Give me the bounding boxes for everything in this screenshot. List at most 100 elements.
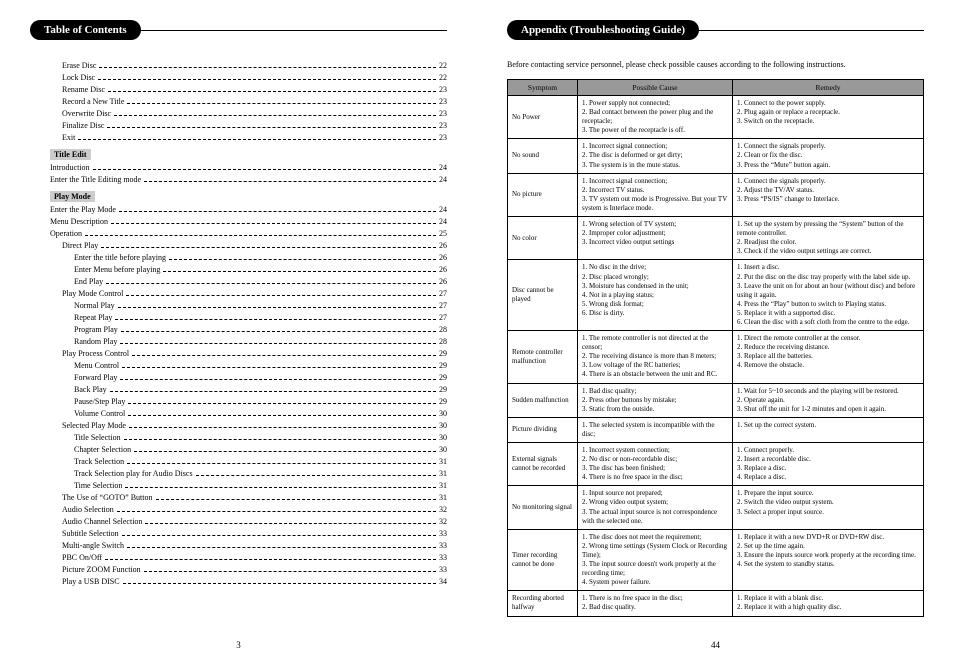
table-row: No color1. Wrong selection of TV system;… xyxy=(508,217,924,260)
toc-leader xyxy=(132,355,436,356)
toc-leader xyxy=(163,271,436,272)
table-row: Recording aborted halfway1. There is no … xyxy=(508,591,924,616)
toc-label: Program Play xyxy=(74,324,118,336)
toc-leader xyxy=(144,181,436,182)
cause-cell: 1. Input source not prepared;2. Wrong vi… xyxy=(578,486,733,529)
toc-page: 26 xyxy=(439,252,447,264)
toc-leader xyxy=(127,547,436,548)
toc-leader xyxy=(144,571,436,572)
symptom-cell: Sudden malfunction xyxy=(508,383,578,417)
toc-leader xyxy=(108,91,436,92)
toc-leader xyxy=(122,535,436,536)
cause-cell: 1. Bad disc quality;2. Press other butto… xyxy=(578,383,733,417)
toc-label: Enter the title before playing xyxy=(74,252,166,264)
toc-title: Table of Contents xyxy=(30,20,141,40)
table-header: Possible Cause xyxy=(578,80,733,96)
toc-subheader: Title Edit xyxy=(50,149,91,160)
page-number-right: 44 xyxy=(711,640,720,650)
symptom-cell: Disc cannot be played xyxy=(508,260,578,331)
toc-leader xyxy=(127,463,436,464)
toc-row: Back Play29 xyxy=(74,384,447,396)
cause-cell: 1. No disc in the drive;2. Disc placed w… xyxy=(578,260,733,331)
toc-row: Menu Description 24 xyxy=(50,216,447,228)
toc-row: Random Play28 xyxy=(74,336,447,348)
toc-page: 24 xyxy=(439,204,447,216)
table-header: Symptom xyxy=(508,80,578,96)
toc-label: Menu Control xyxy=(74,360,119,372)
toc-page: 24 xyxy=(439,216,447,228)
cause-cell: 1. Wrong selection of TV system;2. Impro… xyxy=(578,217,733,260)
appendix-header-wrap: Appendix (Troubleshooting Guide) xyxy=(507,20,924,45)
toc-page: 29 xyxy=(439,372,447,384)
table-row: Disc cannot be played1. No disc in the d… xyxy=(508,260,924,331)
toc-page: 26 xyxy=(439,264,447,276)
toc-row: Forward Play 29 xyxy=(74,372,447,384)
toc-row: Track Selection31 xyxy=(74,456,447,468)
toc-leader xyxy=(156,499,437,500)
toc-label: Audio Selection xyxy=(62,504,114,516)
toc-leader xyxy=(126,295,436,296)
toc-leader xyxy=(119,211,436,212)
toc-row: Record a New Title23 xyxy=(62,96,447,108)
toc-row: Repeat Play27 xyxy=(74,312,447,324)
toc-label: PBC On/Off xyxy=(62,552,102,564)
toc-row: Pause/Step Play29 xyxy=(74,396,447,408)
symptom-cell: External signals cannot be recorded xyxy=(508,443,578,486)
toc-page: 29 xyxy=(439,384,447,396)
table-row: External signals cannot be recorded1. In… xyxy=(508,443,924,486)
toc-label: Track Selection play for Audio Discs xyxy=(74,468,193,480)
toc-label: Lock Disc xyxy=(62,72,95,84)
page-number-left: 3 xyxy=(236,640,241,650)
toc-page: 30 xyxy=(439,432,447,444)
toc-page: 32 xyxy=(439,516,447,528)
cause-cell: 1. Incorrect signal connection;2. Incorr… xyxy=(578,173,733,216)
toc-label: Normal Play xyxy=(74,300,115,312)
table-header: Remedy xyxy=(733,80,924,96)
toc-label: Direct Play xyxy=(62,240,98,252)
remedy-cell: 1. Connect the signals properly.2. Adjus… xyxy=(733,173,924,216)
toc-row: Operation25 xyxy=(50,228,447,240)
toc-leader xyxy=(110,391,436,392)
toc-label: Menu Description xyxy=(50,216,108,228)
toc-page: 28 xyxy=(439,336,447,348)
toc-leader xyxy=(134,451,436,452)
symptom-cell: Picture dividing xyxy=(508,417,578,442)
toc-page: 23 xyxy=(439,96,447,108)
toc-row: Overwrite Disc23 xyxy=(62,108,447,120)
toc-label: Erase Disc xyxy=(62,60,96,72)
appendix-intro: Before contacting service personnel, ple… xyxy=(507,60,924,69)
toc-header-wrap: Table of Contents xyxy=(30,20,447,45)
symptom-cell: Recording aborted halfway xyxy=(508,591,578,616)
remedy-cell: 1. Wait for 5~10 seconds and the playing… xyxy=(733,383,924,417)
toc-label: Forward Play xyxy=(74,372,117,384)
toc-leader xyxy=(127,103,436,104)
toc-row: Play Process Control29 xyxy=(62,348,447,360)
toc-page: 23 xyxy=(439,84,447,96)
toc-page: 24 xyxy=(439,162,447,174)
table-row: Timer recording cannot be done1. The dis… xyxy=(508,529,924,591)
toc-row: Play a USB DISC34 xyxy=(62,576,447,588)
toc-label: Volume Control xyxy=(74,408,125,420)
toc-page: 27 xyxy=(439,300,447,312)
toc-row: Introduction24 xyxy=(50,162,447,174)
toc-row: Direct Play26 xyxy=(62,240,447,252)
toc-subheader: Play Mode xyxy=(50,191,95,202)
toc-page: 33 xyxy=(439,564,447,576)
toc-row: Time Selection31 xyxy=(74,480,447,492)
toc-page: 23 xyxy=(439,132,447,144)
toc-page: 30 xyxy=(439,408,447,420)
table-row: Picture dividing1. The selected system i… xyxy=(508,417,924,442)
symptom-cell: No Power xyxy=(508,96,578,139)
toc-row: Picture ZOOM Function33 xyxy=(62,564,447,576)
toc-leader xyxy=(118,307,436,308)
toc-leader xyxy=(107,127,436,128)
toc-page: 33 xyxy=(439,528,447,540)
toc-label: Enter the Title Editing mode xyxy=(50,174,141,186)
toc-leader xyxy=(125,487,436,488)
left-page: Table of Contents Erase Disc22Lock Disc2… xyxy=(0,0,477,660)
right-page: Appendix (Troubleshooting Guide) Before … xyxy=(477,0,954,660)
remedy-cell: 1. Connect properly.2. Insert a recordab… xyxy=(733,443,924,486)
cause-cell: 1. There is no free space in the disc;2.… xyxy=(578,591,733,616)
toc-leader xyxy=(169,259,436,260)
toc-row: The Use of “GOTO” Button31 xyxy=(62,492,447,504)
